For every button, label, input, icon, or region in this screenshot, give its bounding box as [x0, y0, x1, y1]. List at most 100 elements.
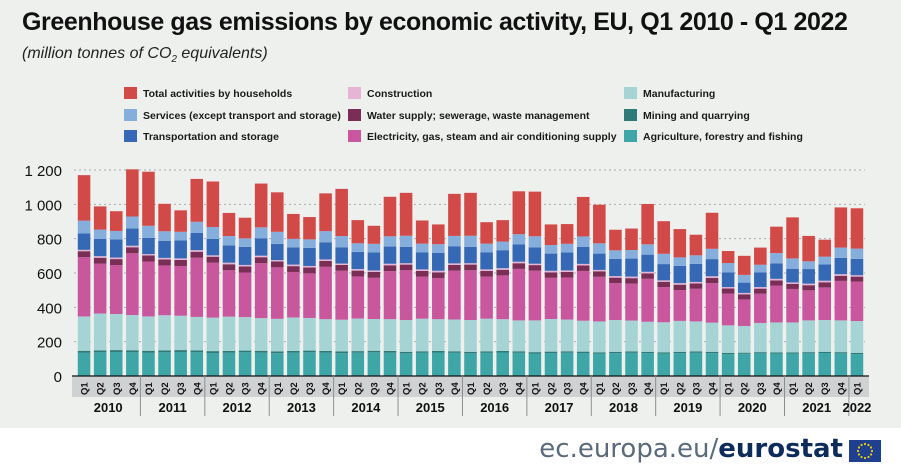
bar-segment-construction [303, 265, 316, 268]
bar-segment-water-supply-sewerage-waste-management [689, 283, 703, 289]
bar-segment-transportation-and-storage [351, 251, 365, 270]
source-link[interactable]: ec.europa.eu/eurostat [539, 434, 843, 464]
bar-segment-mining-and-quarrying [335, 351, 348, 354]
bar-segment-construction [222, 262, 236, 265]
bar-segment-total-activities-by-households [496, 220, 509, 242]
bar-segment-electricity-gas-steam-and-air-conditioning-supply [770, 285, 783, 323]
bar-segment-manufacturing [158, 315, 171, 351]
bar-segment-transportation-and-storage [689, 263, 703, 282]
bar-segment-total-activities-by-households [254, 183, 268, 228]
bar-segment-agriculture-forestry-and-fishing [512, 352, 526, 376]
bar-segment-services-except-transport-and-storage [496, 241, 509, 251]
bar-stack [142, 171, 155, 376]
bar-segment-construction [335, 263, 348, 265]
bar-segment-manufacturing [834, 320, 848, 353]
bar-stack [287, 213, 300, 376]
bar-segment-total-activities-by-households [271, 192, 284, 232]
bar-segment-water-supply-sewerage-waste-management [383, 265, 397, 272]
bar-stack [174, 210, 187, 376]
bar-segment-electricity-gas-steam-and-air-conditioning-supply [77, 257, 91, 317]
bar-segment-electricity-gas-steam-and-air-conditioning-supply [834, 280, 848, 321]
bar-segment-services-except-transport-and-storage [625, 250, 638, 259]
bar-segment-electricity-gas-steam-and-air-conditioning-supply [576, 270, 590, 321]
bar-segment-total-activities-by-households [770, 226, 783, 254]
bar-segment-services-except-transport-and-storage [254, 227, 268, 239]
bar-segment-water-supply-sewerage-waste-management [238, 266, 252, 273]
bar-segment-total-activities-by-households [238, 217, 252, 239]
bar-segment-water-supply-sewerage-waste-management [754, 288, 767, 294]
source-brand: eurostat [718, 434, 843, 464]
bar-segment-transportation-and-storage [657, 264, 670, 281]
bar-segment-manufacturing [448, 319, 461, 352]
bar-segment-transportation-and-storage [142, 237, 155, 255]
bar-segment-construction [351, 269, 365, 271]
bar-segment-services-except-transport-and-storage [576, 236, 590, 247]
bar-segment-agriculture-forestry-and-fishing [448, 352, 461, 376]
bar-segment-manufacturing [657, 322, 670, 353]
bar-segment-total-activities-by-households [641, 203, 654, 245]
year-label: 2021 [802, 400, 831, 415]
bar-segment-manufacturing [850, 321, 864, 353]
bar-stack [190, 178, 204, 376]
bar-segment-water-supply-sewerage-waste-management [850, 276, 864, 282]
bar-segment-water-supply-sewerage-waste-management [222, 264, 236, 271]
bar-segment-agriculture-forestry-and-fishing [544, 353, 558, 376]
bar-segment-manufacturing [303, 317, 316, 351]
bar-segment-total-activities-by-households [737, 255, 751, 275]
x-tick-label: Q4 [385, 382, 396, 395]
bar-segment-transportation-and-storage [609, 258, 622, 277]
year-label: 2012 [223, 400, 252, 415]
quarter-band [72, 376, 869, 397]
flag-star [870, 449, 874, 453]
bar-segment-services-except-transport-and-storage [287, 238, 300, 248]
bar-segment-manufacturing [190, 316, 204, 351]
x-tick-label: Q1 [852, 382, 863, 395]
bar-segment-transportation-and-storage [560, 252, 574, 271]
bar-segment-construction [142, 254, 155, 256]
bar-segment-transportation-and-storage [576, 246, 590, 264]
bar-segment-services-except-transport-and-storage [93, 229, 107, 240]
x-tick-label: Q1 [466, 382, 477, 395]
bar-segment-manufacturing [367, 319, 381, 351]
bar-segment-electricity-gas-steam-and-air-conditioning-supply [399, 270, 413, 321]
bar-segment-manufacturing [77, 316, 91, 351]
x-tick-label: Q3 [434, 382, 445, 395]
bar-segment-agriculture-forestry-and-fishing [190, 352, 204, 376]
bar-segment-manufacturing [174, 315, 187, 351]
bar-stack [351, 220, 365, 376]
bar-segment-construction [818, 280, 832, 283]
bar-segment-electricity-gas-steam-and-air-conditioning-supply [818, 287, 832, 321]
chart-title: Greenhouse gas emissions by economic act… [22, 8, 848, 36]
bar-segment-manufacturing [754, 322, 767, 353]
bar-segment-construction [576, 263, 590, 266]
bar-segment-water-supply-sewerage-waste-management [271, 261, 284, 268]
bar-segment-water-supply-sewerage-waste-management [142, 255, 155, 262]
bar-segment-agriculture-forestry-and-fishing [158, 352, 171, 376]
bar-segment-agriculture-forestry-and-fishing [754, 353, 767, 376]
bar-segment-transportation-and-storage [512, 244, 526, 262]
bar-segment-construction [93, 256, 107, 258]
bar-stack [754, 247, 767, 376]
bar-stack [544, 224, 558, 376]
legend-swatch [124, 109, 137, 121]
bar-segment-construction [560, 270, 574, 272]
x-tick-label: Q3 [241, 382, 252, 395]
bar-segment-agriculture-forestry-and-fishing [367, 352, 381, 376]
bar-segment-mining-and-quarrying [496, 350, 509, 353]
x-tick-label: Q1 [595, 382, 606, 395]
bar-segment-water-supply-sewerage-waste-management [158, 259, 171, 266]
bar-segment-mining-and-quarrying [544, 351, 558, 353]
bar-segment-services-except-transport-and-storage [126, 216, 139, 229]
bar-segment-services-except-transport-and-storage [528, 236, 542, 248]
bar-segment-water-supply-sewerage-waste-management [448, 264, 461, 271]
legend-label: Mining and quarrying [643, 110, 750, 122]
bar-segment-agriculture-forestry-and-fishing [625, 352, 638, 376]
bar-segment-water-supply-sewerage-waste-management [576, 265, 590, 271]
bar-segment-services-except-transport-and-storage [206, 226, 220, 240]
bar-segment-construction [126, 245, 139, 248]
bar-segment-total-activities-by-households [673, 229, 687, 258]
bar-segment-agriculture-forestry-and-fishing [721, 354, 735, 376]
bar-segment-total-activities-by-households [802, 235, 815, 262]
bar-segment-agriculture-forestry-and-fishing [705, 353, 719, 376]
bar-segment-construction [673, 283, 687, 285]
